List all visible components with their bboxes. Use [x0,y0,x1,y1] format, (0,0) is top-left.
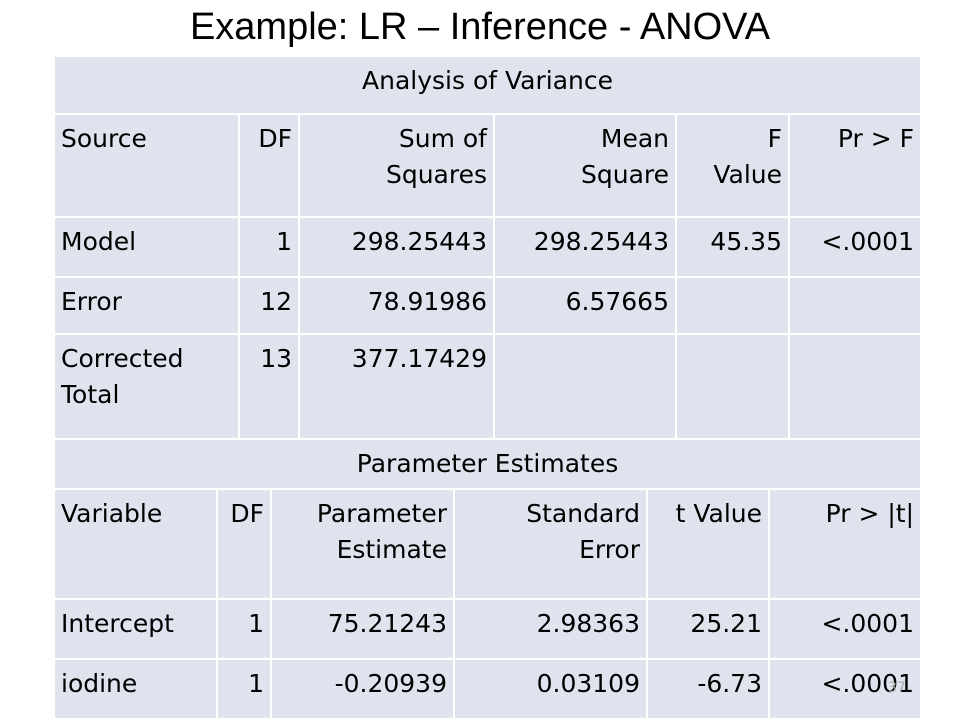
table-cell: <.0001 [790,218,920,278]
cell-text: 0.03109 [536,669,640,698]
cell-text: -6.73 [697,669,762,698]
column-header: Sum of Squares [300,115,495,218]
page-number: 37 [888,680,906,696]
cell-text: 75.21243 [327,609,447,638]
table-cell [790,278,920,335]
cell-text: DF [258,124,292,153]
table-cell: 0.03109 [455,660,648,720]
cell-text: Pr > |t| [825,499,914,528]
table-cell: 298.25443 [495,218,677,278]
cell-text: Parameter Estimates [356,449,619,478]
cell-text: 1 [276,227,292,256]
table-cell: 13 [240,335,300,440]
table-cell: 1 [240,218,300,278]
table-cell: 45.35 [677,218,790,278]
cell-text: 298.25443 [351,227,487,256]
cell-text: iodine [61,669,138,698]
cell-text: Value [713,160,782,189]
cell-text: 298.25443 [533,227,669,256]
cell-text: 2.98363 [536,609,640,638]
table-cell: Corrected Total [55,335,240,440]
table-cell: 12 [240,278,300,335]
table-cell: 377.17429 [300,335,495,440]
table-cell: -6.73 [648,660,770,720]
table-cell: <.0001 [770,660,920,720]
table-cell: 6.57665 [495,278,677,335]
cell-text: Estimate [336,535,447,564]
column-header: t Value [648,490,770,600]
cell-text: Error [61,287,122,316]
cell-text: 25.21 [690,609,762,638]
column-header: DF [240,115,300,218]
table-cell: 75.21243 [272,600,455,660]
table-cell: 2.98363 [455,600,648,660]
column-header: Pr > |t| [770,490,920,600]
cell-text: 6.57665 [565,287,669,316]
cell-text: 1 [248,669,264,698]
cell-text: 377.17429 [351,344,487,373]
table-cell: 1 [218,660,272,720]
cell-text: Parameter [316,499,447,528]
table-cell: Intercept [55,600,218,660]
slide-title: Example: LR – Inference - ANOVA [189,6,771,48]
table-caption: Parameter Estimates [55,440,920,490]
table-cell: Model [55,218,240,278]
table-cell: -0.20939 [272,660,455,720]
column-header: Mean Square [495,115,677,218]
table-area: Analysis of Variance Source DF Sum of Square… [55,57,920,720]
cell-text: <.0001 [821,609,914,638]
cell-text: <.0001 [821,669,914,698]
cell-text: F [767,124,782,153]
column-header: DF [218,490,272,600]
cell-text: 13 [260,344,292,373]
column-header: Pr > F [790,115,920,218]
cell-text: Sum of [398,124,487,153]
table-cell: Error [55,278,240,335]
column-header: Standard Error [455,490,648,600]
column-header: Source [55,115,240,218]
column-header: Variable [55,490,218,600]
table-cell [677,335,790,440]
cell-text: Variable [61,499,163,528]
column-header: Parameter Estimate [272,490,455,600]
cell-text: Corrected [61,344,184,373]
cell-text: t Value [675,499,762,528]
cell-text: 12 [260,287,292,316]
table-cell: 25.21 [648,600,770,660]
cell-text: 1 [248,609,264,638]
table-cell: iodine [55,660,218,720]
cell-text: -0.20939 [334,669,447,698]
cell-text: 78.91986 [367,287,487,316]
table-cell: 78.91986 [300,278,495,335]
column-header: F Value [677,115,790,218]
table-cell [790,335,920,440]
cell-text: Square [580,160,669,189]
cell-text: Error [579,535,640,564]
table-cell: 298.25443 [300,218,495,278]
cell-text: Model [61,227,137,256]
table-cell [495,335,677,440]
cell-text: Standard [526,499,640,528]
cell-text: 45.35 [710,227,782,256]
cell-text: DF [230,499,264,528]
table-cell: 1 [218,600,272,660]
cell-text: Total [61,380,120,409]
cell-text: <.0001 [821,227,914,256]
cell-text: Analysis of Variance [362,66,613,95]
cell-text: Pr > F [837,124,914,153]
cell-text: Source [61,124,147,153]
table-cell: <.0001 [770,600,920,660]
cell-text: Mean [600,124,669,153]
cell-text: Squares [385,160,487,189]
table-caption: Analysis of Variance [55,57,920,115]
table-cell [677,278,790,335]
cell-text: Intercept [61,609,174,638]
